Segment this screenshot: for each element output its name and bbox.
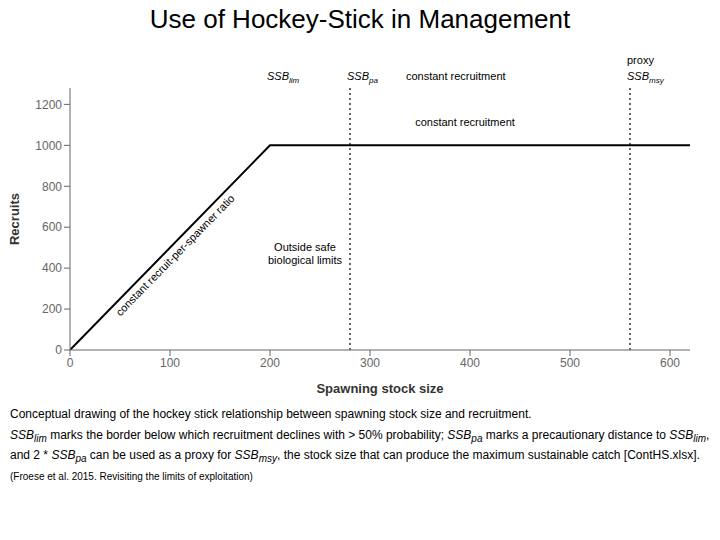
svg-text:200: 200 <box>260 356 280 370</box>
svg-text:0: 0 <box>55 343 62 357</box>
svg-text:800: 800 <box>42 180 62 194</box>
svg-text:Outside safebiological limits: Outside safebiological limits <box>268 241 342 266</box>
html-text:SSBlimmarks the border below w: SSBlimmarks the border below which recru… <box>10 428 710 465</box>
svg-text:Recruits: Recruits <box>8 193 22 245</box>
svg-text:Spawning stock size: Spawning stock size <box>316 381 443 396</box>
svg-text:1200: 1200 <box>35 98 62 112</box>
html-text:Conceptual drawing of the hock: Conceptual drawing of the hockey stick r… <box>10 407 532 421</box>
html-text:(Froese et al. 2015. Revisitin: (Froese et al. 2015. Revisiting the limi… <box>10 470 253 482</box>
svg-text:200: 200 <box>42 302 62 316</box>
svg-text:SSBmsy: SSBmsy <box>627 70 665 85</box>
svg-text:constant recruitment: constant recruitment <box>415 116 515 128</box>
svg-text:400: 400 <box>460 356 480 370</box>
svg-text:1000: 1000 <box>35 139 62 153</box>
svg-text:500: 500 <box>560 356 580 370</box>
svg-text:600: 600 <box>42 220 62 234</box>
svg-text:300: 300 <box>360 356 380 370</box>
svg-text:proxy: proxy <box>627 54 654 66</box>
svg-text:SSBpaconstant recruitment: SSBpaconstant recruitment <box>347 70 506 85</box>
svg-text:SSBlim: SSBlim <box>267 70 300 85</box>
svg-text:400: 400 <box>42 261 62 275</box>
svg-text:0: 0 <box>67 356 74 370</box>
svg-text:constant recruit-per-spawner r: constant recruit-per-spawner ratio <box>113 192 237 318</box>
svg-text:100: 100 <box>160 356 180 370</box>
svg-text:600: 600 <box>660 356 680 370</box>
html-text:Use of Hockey-Stick in Managem: Use of Hockey-Stick in Management <box>149 4 571 34</box>
